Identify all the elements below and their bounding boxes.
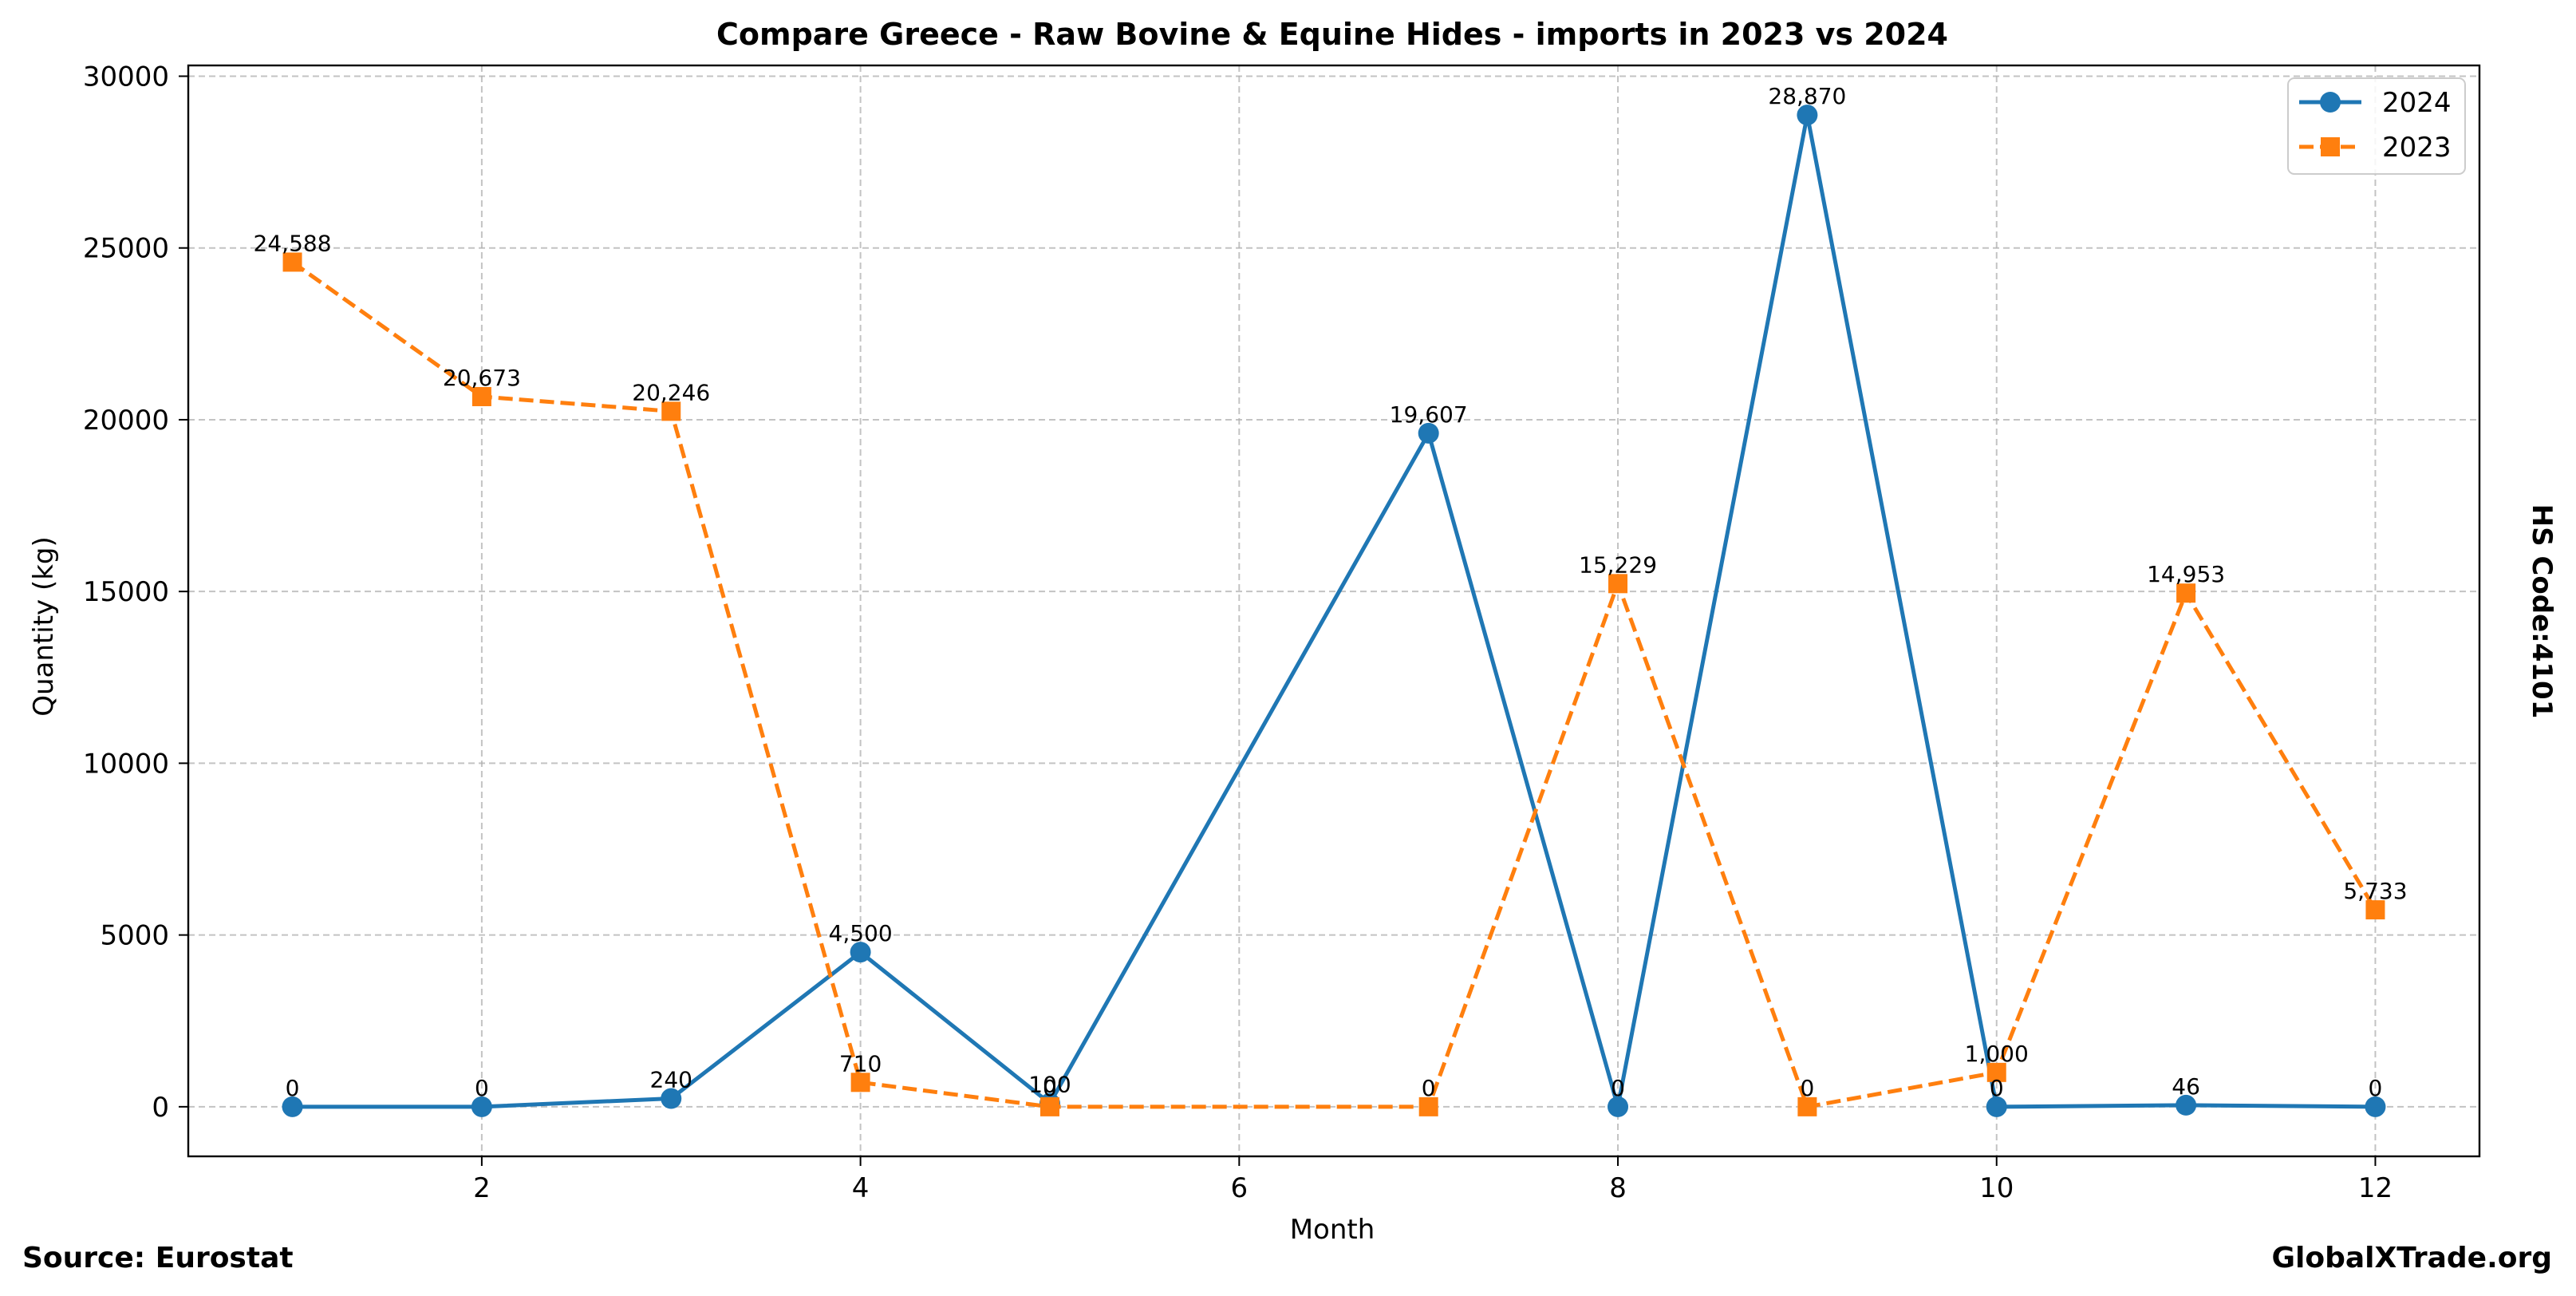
- y-tick-label: 30000: [83, 61, 169, 93]
- legend-entry-2024: 2024: [2299, 87, 2452, 119]
- data-label-2023: 20,246: [632, 379, 710, 405]
- plot-frame: [187, 64, 2481, 1158]
- data-label-2024: 46: [2172, 1073, 2200, 1100]
- data-labels: 0 0 240 4,500 100 19,607 0 28,870 0 46 0 24,588 20,6…: [254, 83, 2408, 1101]
- data-point-2023: [1608, 574, 1628, 594]
- y-tick-label: 15000: [83, 576, 169, 608]
- data-point-2024: [2365, 1096, 2386, 1117]
- y-tick-label: 20000: [83, 405, 169, 437]
- x-axis-label: Month: [1290, 1214, 1375, 1246]
- data-label-2024: 240: [650, 1067, 692, 1093]
- source-note: Source: Eurostat: [22, 1242, 294, 1274]
- data-point-2023: [1986, 1062, 2006, 1082]
- x-tick-label: 12: [2358, 1172, 2393, 1204]
- y-tick-label: 10000: [83, 748, 169, 780]
- data-label-2024: 0: [1611, 1075, 1625, 1101]
- data-label-2024: 0: [286, 1075, 300, 1101]
- series-line-2024: [292, 113, 2376, 1109]
- data-point-2023: [850, 1073, 870, 1093]
- data-point-2024: [1418, 422, 1439, 444]
- series-line-2023: [291, 260, 2377, 1109]
- data-point-2023: [661, 401, 681, 421]
- site-credit: GlobalXTrade.org: [2271, 1242, 2552, 1274]
- data-label-2023: 15,229: [1579, 551, 1657, 578]
- data-label-2023: 710: [839, 1050, 882, 1077]
- data-point-2023: [1797, 1096, 1817, 1116]
- y-axis-label: Quantity (kg): [28, 536, 60, 717]
- data-point-2024: [471, 1096, 492, 1117]
- data-label-2023: 1,000: [1965, 1041, 2029, 1067]
- x-tick-label: 2: [473, 1172, 491, 1204]
- legend-label: 2024: [2382, 87, 2452, 119]
- grid-lines: [188, 65, 2479, 1156]
- data-point-2023: [2176, 583, 2196, 603]
- y-tick-label: 25000: [83, 233, 169, 265]
- data-point-2024: [1986, 1096, 2007, 1117]
- data-label-2023: 20,673: [443, 365, 521, 391]
- series-layer: [282, 105, 2386, 1117]
- legend-label: 2023: [2382, 132, 2452, 164]
- data-label-2023: 0: [1800, 1075, 1814, 1101]
- data-point-2024: [2176, 1094, 2197, 1116]
- data-point-2024: [661, 1088, 682, 1109]
- data-point-2023: [471, 386, 491, 406]
- data-point-2023: [282, 252, 302, 272]
- x-tick-label: 4: [852, 1172, 870, 1204]
- series-2024: [282, 105, 2386, 1117]
- data-label-2023: 0: [1422, 1075, 1436, 1101]
- hs-code-label: HS Code:4101: [2526, 504, 2558, 719]
- legend-marker: [2321, 137, 2340, 156]
- data-label-2024: 4,500: [829, 920, 893, 946]
- data-label-2024: 0: [2369, 1075, 2383, 1101]
- data-point-2023: [2365, 900, 2385, 920]
- legend-marker: [2320, 92, 2341, 113]
- legend: 2024 2023: [2287, 77, 2466, 175]
- data-label-2024: 0: [1990, 1075, 2004, 1101]
- data-label-2024: 100: [1028, 1072, 1071, 1098]
- data-label-2024: 28,870: [1768, 83, 1846, 109]
- data-point-2024: [282, 1096, 303, 1117]
- x-tick-label: 8: [1609, 1172, 1627, 1204]
- data-label-2023: 24,588: [254, 230, 332, 256]
- chart-title: Compare Greece - Raw Bovine & Equine Hid…: [716, 17, 1948, 52]
- data-point-2023: [1039, 1096, 1059, 1116]
- data-label-2023: 14,953: [2147, 561, 2225, 587]
- data-label-2024: 0: [475, 1075, 489, 1101]
- data-label-2023: 0: [1043, 1075, 1057, 1101]
- y-tick-label: 0: [152, 1092, 169, 1124]
- y-tick-label: 5000: [100, 920, 169, 952]
- data-point-2024: [1797, 105, 1818, 126]
- data-point-2024: [850, 942, 871, 963]
- legend-entry-2023: 2023: [2299, 132, 2452, 164]
- x-tick-label: 6: [1231, 1172, 1249, 1204]
- data-label-2024: 19,607: [1390, 401, 1468, 428]
- data-label-2023: 5,733: [2343, 878, 2407, 904]
- data-point-2024: [1608, 1096, 1629, 1117]
- data-point-2023: [1418, 1096, 1438, 1116]
- x-tick-label: 10: [1979, 1172, 2014, 1204]
- series-2023: [282, 252, 2385, 1116]
